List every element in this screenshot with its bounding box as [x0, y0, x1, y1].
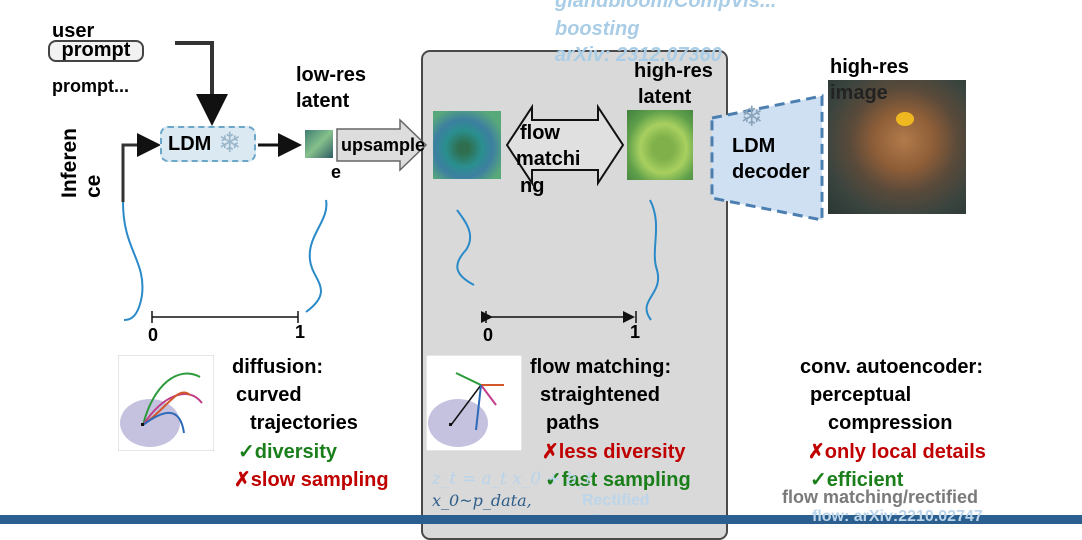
decoder-shape — [710, 94, 824, 222]
autoencoder-pro: ✓efficient — [810, 469, 904, 491]
diffusion-con: ✗slow sampling — [234, 469, 389, 491]
right-axis-end-label: 1 — [630, 322, 641, 342]
rectified-label: Rectified — [582, 492, 650, 509]
decoder-snowflake-icon: ❄ — [740, 101, 764, 132]
decoder-label-2: decoder — [732, 161, 810, 183]
left-time-axis — [151, 311, 299, 323]
diffusion-note-line1: curved — [236, 384, 302, 406]
flow-arrow-label-1: flow — [520, 122, 560, 144]
watermark-line-2: boosting — [555, 18, 640, 40]
left-axis-end-label: 1 — [295, 322, 306, 342]
orange-fruit — [896, 112, 914, 126]
upsampled-latent-image — [433, 111, 501, 179]
watermark-line-3: arXiv: 2312.07360 — [555, 44, 722, 66]
input-to-ldm-arrow — [121, 133, 161, 202]
diffusion-trajectory-thumbnail — [118, 355, 214, 451]
right-axis-start-label: 0 — [483, 325, 494, 345]
flow-arrow-label-3: ng — [520, 175, 545, 197]
reference-label: flow matching/rectified — [782, 487, 979, 507]
high-res-image-label-2: image — [830, 82, 888, 104]
prompt-to-ldm-arrow — [175, 41, 228, 126]
diffusion-note-title: diffusion: — [232, 356, 324, 378]
lowres-distribution-curve — [305, 199, 328, 313]
ldm-box — [160, 126, 256, 162]
autoencoder-note-line2: compression — [828, 412, 953, 434]
autoencoder-note-title: conv. autoencoder: — [800, 356, 983, 378]
flow-arrow-label-2: matchi — [516, 148, 581, 170]
highres-distribution-curve — [645, 199, 660, 321]
flow-formula: z_t = a_t x_0 + b_t — [432, 469, 593, 489]
flow-note-line1: straightened — [540, 384, 661, 406]
user-label: user — [52, 20, 95, 42]
ldm-label: LDM — [168, 133, 212, 155]
upsample-label-overflow: e — [331, 162, 342, 182]
prompt-chip-label: prompt — [61, 39, 131, 61]
inference-label: Inferen ce — [58, 127, 105, 198]
sample-formula: x_0~p_data, — [432, 491, 532, 510]
low-res-label-2: latent — [296, 90, 350, 112]
flow-note-title: flow matching: — [530, 356, 672, 378]
low-res-latent-image — [305, 130, 333, 158]
flow-note-line2: paths — [546, 412, 600, 434]
snowflake-icon: ❄ — [218, 127, 242, 158]
left-axis-start-label: 0 — [148, 325, 159, 345]
flow-start-distribution-curve — [456, 209, 475, 286]
watermark-line-1: glandbloom/CompVis... — [555, 0, 777, 12]
high-res-image-label-1: high-res — [830, 56, 909, 78]
flow-pro: ✓fast sampling — [545, 469, 691, 491]
high-res-output-image — [828, 80, 966, 214]
high-res-latent-label: high-res — [634, 60, 713, 82]
high-res-latent-image — [627, 110, 693, 180]
flow-trajectory-thumbnail — [426, 355, 522, 451]
right-time-axis — [481, 311, 637, 323]
diffusion-note-line2: trajectories — [250, 412, 358, 434]
high-res-latent-label-2: latent — [638, 86, 692, 108]
noise-distribution-curve — [122, 201, 144, 321]
decoder-label-1: LDM — [732, 135, 776, 157]
footer-bar — [0, 515, 1082, 524]
upsample-arrow — [336, 118, 428, 172]
low-res-label: low-res — [296, 64, 367, 86]
autoencoder-con: ✗only local details — [808, 441, 986, 463]
pipeline-diagram — [121, 41, 824, 323]
prompt-chip[interactable] — [48, 40, 144, 62]
prompt-text: prompt... — [52, 76, 129, 96]
upsample-label: upsample — [341, 135, 426, 155]
diffusion-pro: ✓diversity — [238, 441, 338, 463]
flow-matching-arrow — [505, 103, 625, 187]
flow-con: ✗less diversity — [542, 441, 686, 463]
reference-label-2: flow: arXiv:2210.02747 — [812, 508, 983, 525]
autoencoder-note-line1: perceptual — [810, 384, 912, 406]
